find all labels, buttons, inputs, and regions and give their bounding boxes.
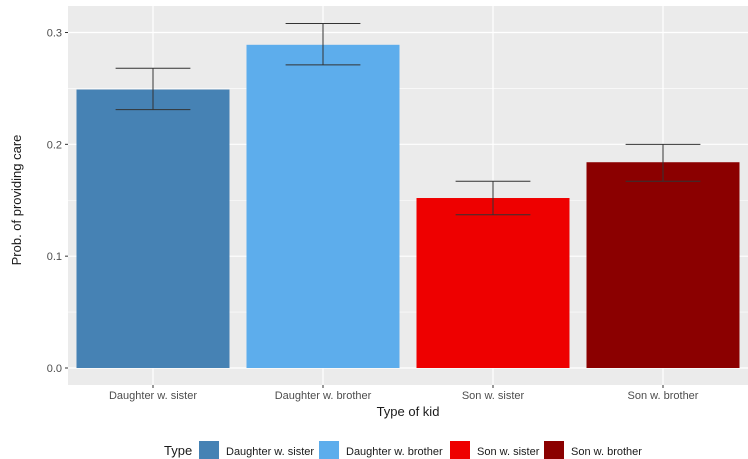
legend-label: Daughter w. brother: [346, 446, 443, 458]
legend-label: Son w. sister: [477, 446, 540, 458]
x-tick-label: Daughter w. sister: [109, 390, 197, 402]
y-tick-label: 0.2: [47, 139, 62, 151]
bar: [246, 44, 400, 368]
legend-title: Type: [164, 443, 192, 458]
x-axis: Daughter w. sister Daughter w. brother Son…: [109, 385, 699, 402]
bar: [76, 89, 230, 368]
error-bar: [115, 67, 191, 111]
y-tick-label: 0.0: [47, 363, 62, 375]
error-bar: [455, 180, 531, 216]
legend-key: [319, 441, 339, 459]
error-bar: [285, 23, 361, 66]
x-axis-title: Type of kid: [377, 404, 440, 419]
legend-key: [199, 441, 219, 459]
y-tick-label: 0.1: [47, 251, 62, 263]
y-tick-label: 0.3: [47, 28, 62, 40]
bars-group: [76, 44, 740, 368]
error-bars-group: [115, 23, 701, 216]
y-axis: 0.0 0.1 0.2 0.3: [47, 28, 68, 375]
x-tick-label: Son w. brother: [628, 390, 699, 402]
legend-key: [450, 441, 470, 459]
y-axis-title: Prob. of providing care: [9, 135, 24, 266]
x-tick-label: Son w. sister: [462, 390, 525, 402]
error-bar: [625, 143, 701, 182]
bar: [416, 198, 570, 368]
legend-key: [544, 441, 564, 459]
bar: [586, 162, 740, 368]
legend-label: Son w. brother: [571, 446, 642, 458]
legend: Type Daughter w. sister Daughter w. brothe…: [164, 441, 642, 459]
legend-label: Daughter w. sister: [226, 446, 314, 458]
x-tick-label: Daughter w. brother: [275, 390, 372, 402]
